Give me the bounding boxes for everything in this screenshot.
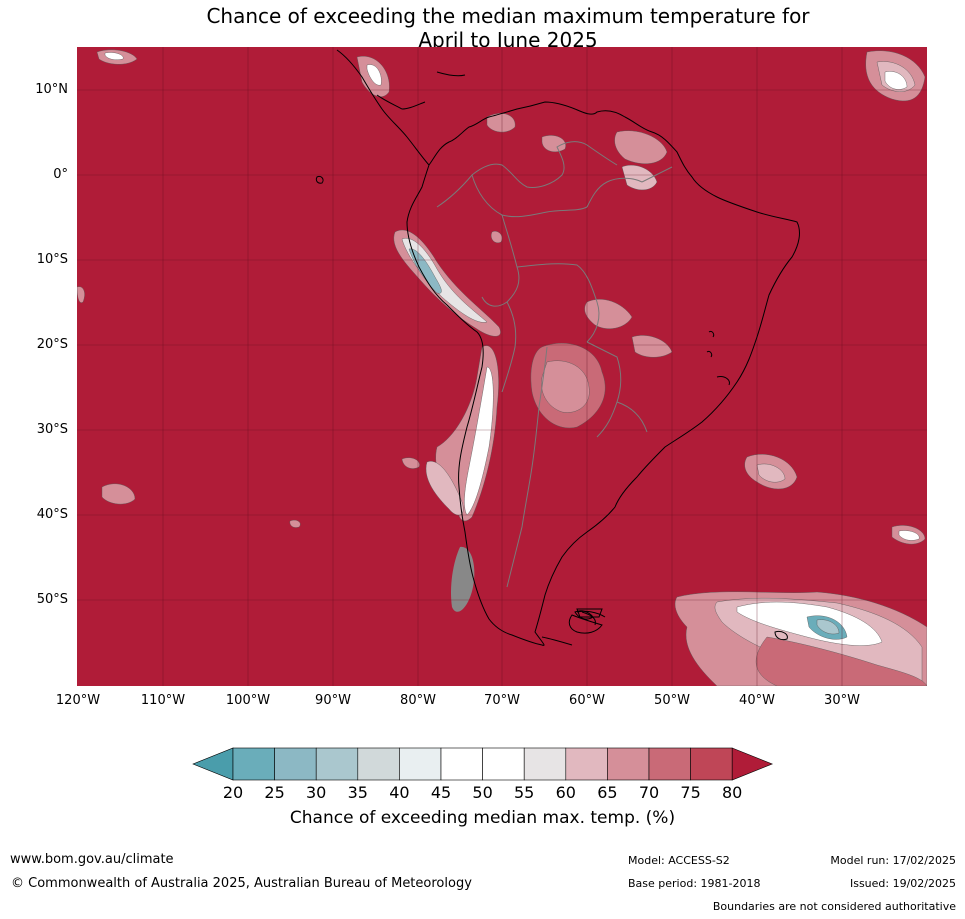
colorbar-cell	[274, 747, 317, 781]
lat-label: 50°S	[36, 592, 68, 607]
colorbar-tick-label: 20	[222, 783, 244, 802]
lat-label: 20°S	[36, 337, 68, 352]
copyright-text: © Commonwealth of Australia 2025, Austra…	[11, 876, 472, 891]
lon-label: 60°W	[569, 693, 605, 708]
lat-label: 40°S	[36, 507, 68, 522]
colorbar-cell	[232, 747, 275, 781]
colorbar-tick-label: 65	[597, 783, 618, 802]
disclaimer-text: Boundaries are not considered authoritat…	[712, 900, 956, 913]
lon-label: 80°W	[400, 693, 436, 708]
colorbar-cell	[357, 747, 400, 781]
lon-label: 30°W	[824, 693, 860, 708]
colorbar-tick-label: 80	[722, 783, 743, 802]
colorbar-cell	[523, 747, 567, 781]
lat-label: 0°	[53, 167, 68, 182]
colorbar-tick-label: 70	[638, 783, 660, 802]
colorbar-tick-label: 60	[555, 783, 576, 802]
colorbar-cell	[440, 747, 483, 781]
colorbar-cell	[648, 747, 691, 781]
colorbar-cell	[607, 747, 650, 781]
country-boundaries	[436, 141, 673, 588]
probability-shading	[77, 49, 927, 686]
map-title-line1: Chance of exceeding the median maximum t…	[206, 4, 810, 28]
colorbar-under-arrow	[192, 747, 234, 781]
lat-label: 30°S	[36, 422, 68, 437]
colorbar-cell	[399, 747, 442, 781]
central-america-coast	[336, 49, 430, 166]
lon-label: 90°W	[315, 693, 351, 708]
colorbar-tick-label: 40	[389, 783, 410, 802]
colorbar-tick-label: 45	[430, 783, 452, 802]
south-america-coast	[406, 101, 800, 646]
colorbar	[192, 747, 774, 781]
lon-label: 40°W	[739, 693, 775, 708]
colorbar-tick-label: 50	[472, 783, 493, 802]
colorbar-label: Chance of exceeding median max. temp. (%…	[289, 808, 676, 828]
lon-label: 120°W	[55, 693, 101, 708]
probability-map	[77, 47, 927, 686]
lon-label: 50°W	[654, 693, 690, 708]
lat-label: 10°N	[35, 82, 68, 97]
lat-label: 10°S	[36, 252, 68, 267]
colorbar-tick-label: 75	[680, 783, 701, 802]
colorbar-cell	[315, 747, 359, 781]
colorbar-cell	[690, 747, 733, 781]
lon-label: 70°W	[484, 693, 520, 708]
base-period-text: Base period: 1981-2018	[628, 877, 761, 890]
issued-text: Issued: 19/02/2025	[849, 877, 956, 890]
lon-label: 100°W	[225, 693, 271, 708]
coastlines	[315, 49, 800, 646]
colorbar-over-arrow	[731, 747, 774, 781]
colorbar-tick-label: 55	[514, 783, 535, 802]
colorbar-cell	[482, 747, 525, 781]
colorbar-tick-label: 30	[306, 783, 327, 802]
website-link[interactable]: www.bom.gov.au/climate	[10, 852, 174, 867]
model-text: Model: ACCESS-S2	[628, 854, 730, 867]
colorbar-tick-label: 25	[264, 783, 285, 802]
lon-label: 110°W	[140, 693, 186, 708]
colorbar-tick-label: 35	[347, 783, 368, 802]
gridlines	[77, 47, 927, 686]
model-run-text: Model run: 17/02/2025	[830, 854, 956, 867]
colorbar-cell	[565, 747, 608, 781]
